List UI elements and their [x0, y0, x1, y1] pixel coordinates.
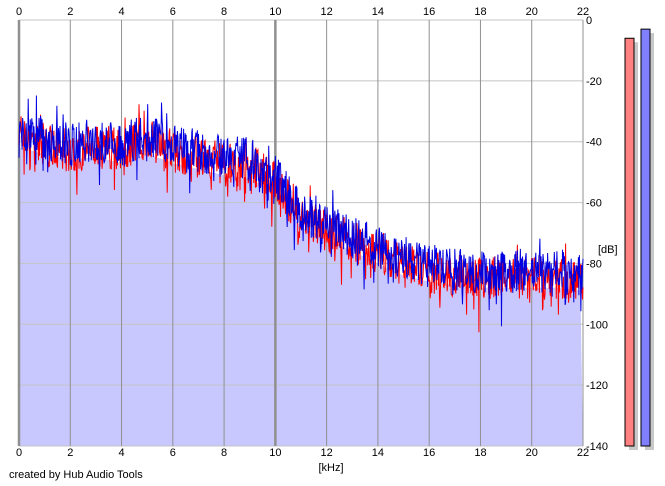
y-tick-label: -40 [586, 137, 602, 149]
y-tick-label: -60 [586, 198, 602, 210]
y-tick-label: -140 [586, 441, 608, 453]
x-tick-label-top: 4 [118, 6, 124, 18]
x-tick-label-top: 2 [67, 6, 73, 18]
x-tick-label-bottom: 12 [321, 447, 333, 459]
x-tick-label-top: 14 [372, 6, 384, 18]
y-tick-label: -20 [586, 76, 602, 88]
x-tick-label-top: 22 [577, 6, 589, 18]
x-tick-label-bottom: 0 [16, 447, 22, 459]
credit-text: created by Hub Audio Tools [9, 469, 143, 481]
x-tick-label-top: 8 [221, 6, 227, 18]
y-tick-label: -80 [586, 258, 602, 270]
spectrum-line-right [18, 95, 584, 327]
y-axis-label: [dB] [598, 244, 618, 256]
x-axis-label: [kHz] [318, 462, 343, 474]
x-tick-label-top: 20 [526, 6, 538, 18]
x-tick-label-top: 18 [474, 6, 486, 18]
x-tick-label-bottom: 22 [577, 447, 589, 459]
x-tick-label-bottom: 10 [269, 447, 281, 459]
level-meter-right [640, 28, 651, 447]
y-tick-label: -100 [586, 319, 608, 331]
x-tick-label-bottom: 8 [221, 447, 227, 459]
y-tick-label: 0 [586, 15, 592, 27]
x-tick-label-top: 6 [170, 6, 176, 18]
x-tick-label-top: 16 [423, 6, 435, 18]
x-tick-label-bottom: 20 [526, 447, 538, 459]
x-tick-label-bottom: 14 [372, 447, 384, 459]
x-tick-label-bottom: 2 [67, 447, 73, 459]
x-tick-label-top: 0 [16, 6, 22, 18]
x-tick-label-top: 12 [321, 6, 333, 18]
average-fill-area [19, 147, 583, 447]
level-meter-left [624, 37, 635, 447]
x-tick-label-bottom: 16 [423, 447, 435, 459]
x-tick-label-bottom: 18 [474, 447, 486, 459]
x-tick-label-bottom: 4 [118, 447, 124, 459]
x-tick-label-top: 10 [269, 6, 281, 18]
y-tick-label: -120 [586, 380, 608, 392]
x-tick-label-bottom: 6 [170, 447, 176, 459]
